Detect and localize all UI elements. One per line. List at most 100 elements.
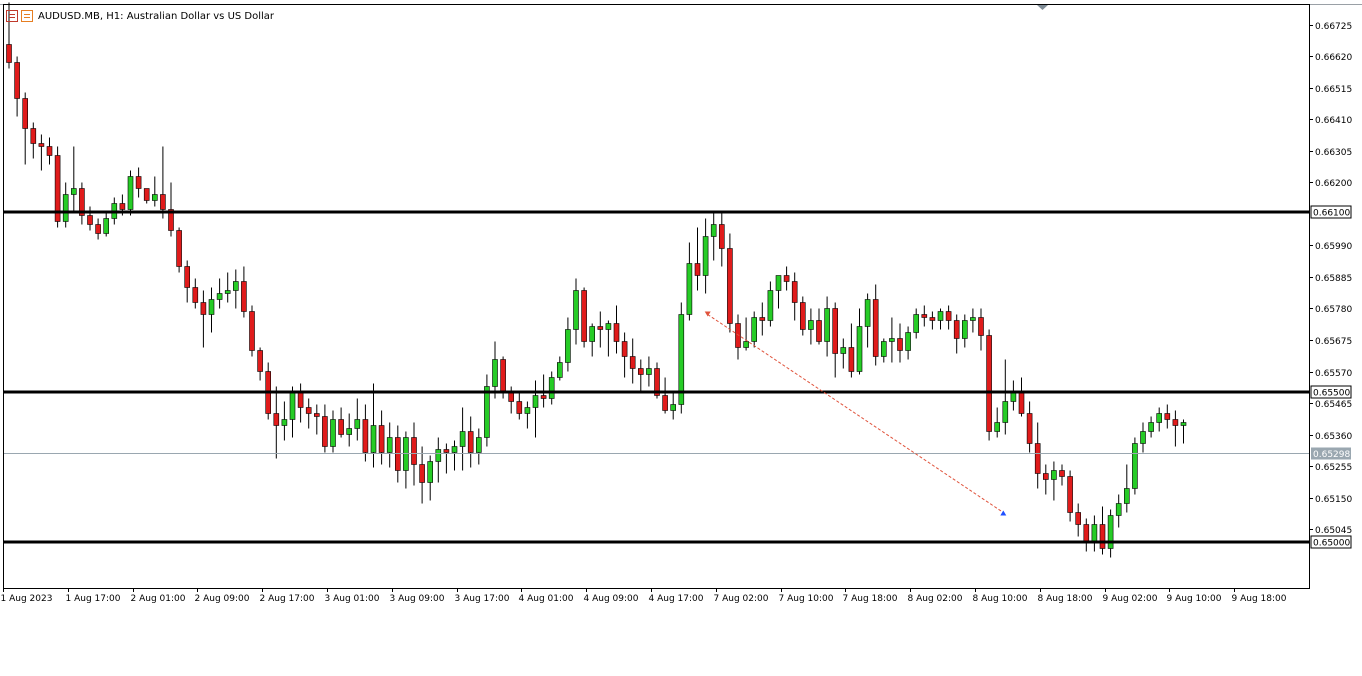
candle — [921, 305, 928, 327]
chart-list-icon[interactable] — [6, 10, 18, 22]
candle — [848, 323, 855, 378]
y-tick-label: 0.65780 — [1315, 305, 1352, 315]
candle — [702, 218, 709, 294]
candle — [905, 326, 911, 360]
chart-settings-icon[interactable] — [21, 10, 33, 22]
bear-candle-body — [872, 299, 879, 357]
candle — [1099, 506, 1106, 555]
x-tick-label: 3 Aug 01:00 — [325, 594, 380, 604]
y-tick-label: 0.65570 — [1315, 369, 1352, 379]
bear-candle-body — [516, 401, 523, 414]
candle — [79, 182, 85, 225]
bear-candle-body — [338, 419, 344, 435]
candle — [1107, 509, 1114, 558]
bull-candle-body — [808, 320, 814, 330]
y-tick-label: 0.65255 — [1315, 463, 1352, 473]
bull-candle-body — [103, 218, 109, 234]
bear-candle-body — [637, 368, 644, 375]
bear-candle-body — [694, 263, 701, 276]
candle — [808, 308, 814, 345]
bear-candle-body — [1075, 512, 1081, 525]
y-tick-label: 0.66725 — [1315, 22, 1352, 32]
bear-candle-body — [581, 290, 587, 342]
x-tick-label: 4 Aug 17:00 — [649, 594, 704, 604]
bull-candle-body — [937, 311, 944, 321]
candle — [937, 308, 944, 330]
bull-candle-body — [354, 419, 361, 429]
bull-candle-body — [233, 281, 239, 291]
bull-candle-body — [1180, 422, 1187, 426]
bull-candle-body — [1010, 392, 1017, 402]
candle — [1043, 464, 1049, 495]
y-tick-label: 0.65675 — [1315, 337, 1352, 347]
bull-candle-body — [686, 263, 693, 315]
candle — [1067, 470, 1073, 522]
x-tick-label: 8 Aug 10:00 — [973, 594, 1028, 604]
bull-candle-body — [71, 188, 77, 195]
bull-candle-body — [370, 425, 377, 453]
bull-candle-body — [646, 368, 652, 375]
bull-candle-body — [864, 299, 871, 327]
y-tick-label: 0.66410 — [1315, 116, 1352, 126]
candle — [313, 404, 320, 435]
candle — [897, 323, 903, 363]
bull-candle-body — [670, 404, 677, 411]
candle — [864, 293, 871, 348]
candle — [718, 212, 725, 267]
candle — [14, 56, 20, 117]
candle — [467, 416, 474, 468]
candle — [273, 386, 280, 459]
bear-candle-body — [419, 464, 425, 483]
candle — [662, 377, 668, 414]
bear-candle-body — [95, 224, 101, 234]
bear-candle-body — [257, 350, 263, 372]
header-comma: , — [99, 10, 107, 22]
bull-candle-body — [1124, 488, 1130, 504]
candle — [257, 347, 263, 381]
candle — [986, 329, 992, 441]
bear-candle-body — [662, 395, 668, 411]
bull-candle-body — [427, 461, 434, 483]
bull-candle-body — [1132, 443, 1138, 489]
candle — [281, 401, 288, 441]
candle — [945, 305, 952, 330]
x-tick-label: 2 Aug 01:00 — [131, 594, 186, 604]
y-tick-label: 0.65885 — [1315, 274, 1352, 284]
bear-candle-body — [241, 281, 247, 312]
candle — [362, 404, 369, 462]
bull-candle-body — [330, 419, 336, 447]
x-tick-label: 1 Aug 2023 — [1, 594, 53, 604]
bull-candle-body — [548, 377, 555, 399]
bull-candle-body — [224, 290, 231, 294]
buy-arrow-icon — [1000, 510, 1007, 516]
candle — [621, 332, 628, 378]
bull-candle-body — [492, 359, 498, 387]
candle — [791, 272, 798, 321]
candle — [581, 287, 587, 348]
x-tick-label: 8 Aug 02:00 — [908, 594, 963, 604]
bear-candle-body — [848, 347, 855, 372]
level-price-badge — [1310, 385, 1352, 399]
level-price-badge — [1310, 205, 1352, 219]
level-price-label: 0.65500 — [1313, 389, 1350, 399]
bear-candle-body — [411, 437, 417, 465]
candle — [208, 287, 215, 333]
candle — [1140, 422, 1146, 453]
bear-candle-body — [1164, 413, 1171, 420]
candle — [1180, 419, 1187, 444]
candle — [62, 182, 69, 228]
x-tick-label: 7 Aug 02:00 — [714, 594, 769, 604]
bull-candle-body — [435, 449, 442, 462]
y-tick-label: 0.65360 — [1315, 432, 1352, 442]
bull-candle-body — [889, 338, 895, 342]
level-price-badge — [1310, 535, 1352, 549]
bull-candle-body — [702, 236, 709, 276]
candle — [840, 338, 847, 369]
candle — [1156, 407, 1162, 432]
candle — [152, 176, 158, 207]
bear-candle-body — [160, 194, 166, 210]
bear-candle-body — [1172, 419, 1179, 426]
scroll-marker-icon[interactable] — [1037, 5, 1048, 10]
